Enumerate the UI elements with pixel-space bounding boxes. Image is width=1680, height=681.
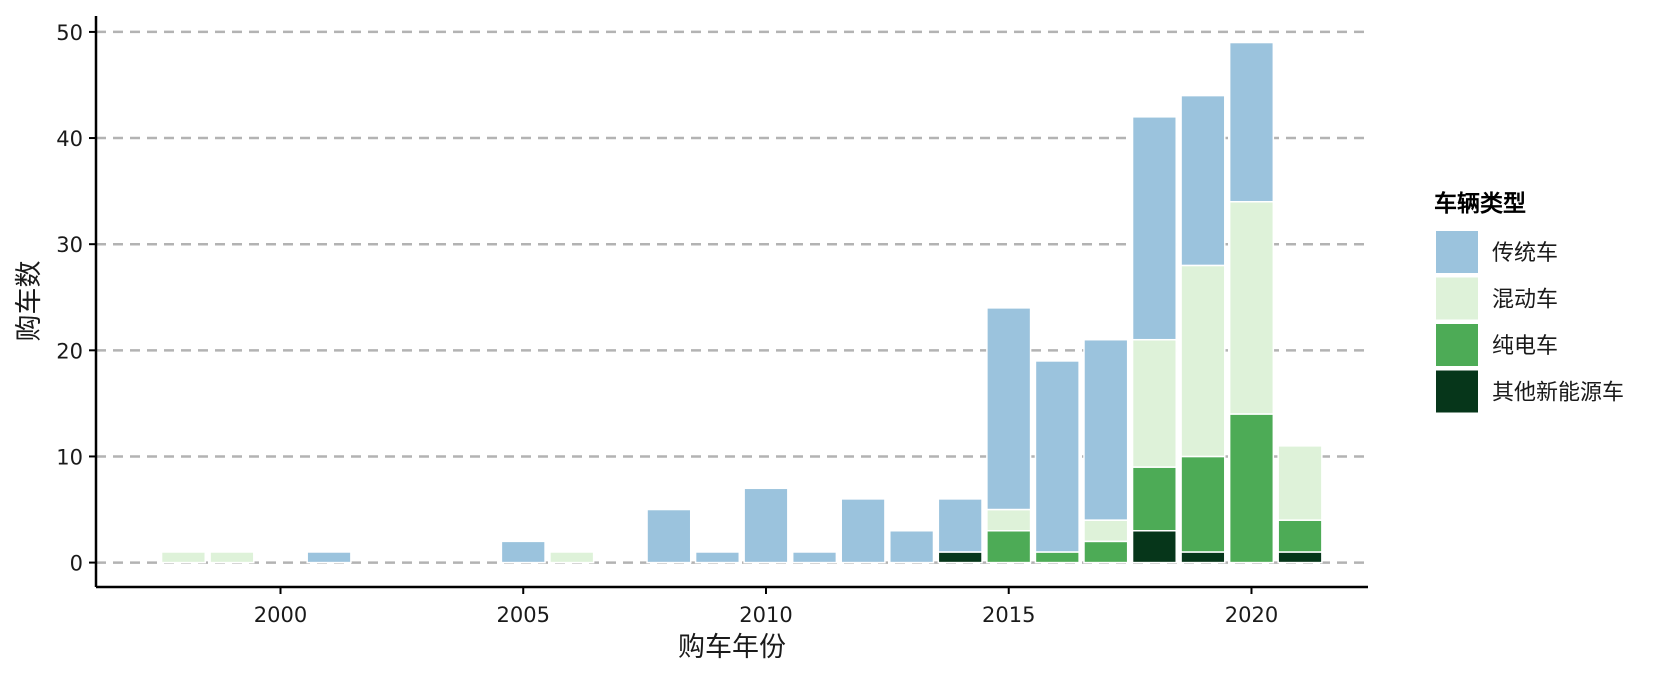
- y-tick-label: 50: [56, 21, 83, 45]
- tick-labels: 0 10 20 30 40 50 2000 2005 2010 2015 2020: [56, 21, 1278, 627]
- bar-segment-series-1: [1083, 540, 1129, 564]
- x-tick-label: 2005: [497, 603, 550, 627]
- bar-segment-series-2: [1277, 445, 1323, 521]
- bar-segment-series-3: [889, 529, 935, 564]
- bar-segment-series-0: [1277, 551, 1323, 564]
- bars: [160, 41, 1323, 564]
- bar-segment-series-3: [743, 487, 789, 564]
- bar-segment-series-3: [840, 498, 886, 564]
- y-tick-label: 0: [70, 552, 83, 576]
- legend-swatch: [1436, 277, 1478, 320]
- bar-segment-series-1: [986, 529, 1032, 564]
- bar-segment-series-3: [1034, 360, 1080, 553]
- x-axis-title: 购车年份: [678, 632, 786, 663]
- bar-segment-series-3: [694, 551, 741, 564]
- bar-segment-series-3: [1180, 94, 1226, 267]
- bar-segment-series-0: [937, 551, 983, 564]
- bar-segment-series-3: [791, 551, 838, 564]
- bar-segment-series-1: [1034, 551, 1080, 564]
- bar-segment-series-2: [1131, 338, 1177, 468]
- legend-swatch: [1436, 370, 1478, 413]
- bar-segment-series-3: [1228, 41, 1275, 203]
- x-tick-label: 2015: [982, 603, 1035, 627]
- bar-segment-series-2: [986, 508, 1032, 532]
- gridlines: [96, 30, 1368, 564]
- bar-segment-series-3: [1131, 116, 1177, 341]
- bar-segment-series-2: [1083, 519, 1129, 543]
- bar-segment-series-3: [937, 498, 983, 553]
- bar-segment-series-2: [209, 551, 255, 564]
- bar-segment-series-3: [306, 551, 352, 564]
- x-tick-label: 2010: [739, 603, 792, 627]
- bar-segment-series-0: [1131, 529, 1177, 564]
- y-tick-label: 30: [56, 233, 83, 257]
- bar-segment-series-2: [1180, 264, 1226, 458]
- y-tick-label: 20: [56, 339, 83, 363]
- y-tick-label: 40: [56, 127, 83, 151]
- bar-segment-series-1: [1228, 413, 1275, 564]
- legend-label: 其他新能源车: [1492, 381, 1624, 406]
- bar-segment-series-1: [1131, 466, 1177, 532]
- x-tick-label: 2000: [254, 603, 307, 627]
- y-tick-label: 10: [56, 445, 83, 469]
- legend-label: 纯电车: [1492, 334, 1558, 359]
- bar-segment-series-3: [1083, 338, 1129, 521]
- bar-segment-series-1: [1180, 455, 1226, 553]
- bar-segment-series-1: [1277, 519, 1323, 553]
- legend-swatch: [1436, 324, 1478, 366]
- bar-segment-series-3: [500, 540, 546, 564]
- y-axis-title: 购车数: [14, 261, 45, 342]
- bar-segment-series-2: [160, 551, 206, 564]
- legend-label: 传统车: [1492, 241, 1558, 266]
- axes: [94, 16, 1368, 589]
- bar-segment-series-3: [646, 508, 692, 564]
- bar-segment-series-3: [986, 307, 1032, 511]
- x-tick-label: 2020: [1225, 603, 1278, 627]
- bar-segment-series-2: [1228, 200, 1275, 415]
- legend-swatch: [1436, 231, 1478, 273]
- bar-segment-series-2: [549, 551, 595, 564]
- legend-label: 混动车: [1492, 288, 1558, 313]
- bar-segment-series-0: [1180, 551, 1226, 564]
- legend-title: 车辆类型: [1434, 190, 1526, 217]
